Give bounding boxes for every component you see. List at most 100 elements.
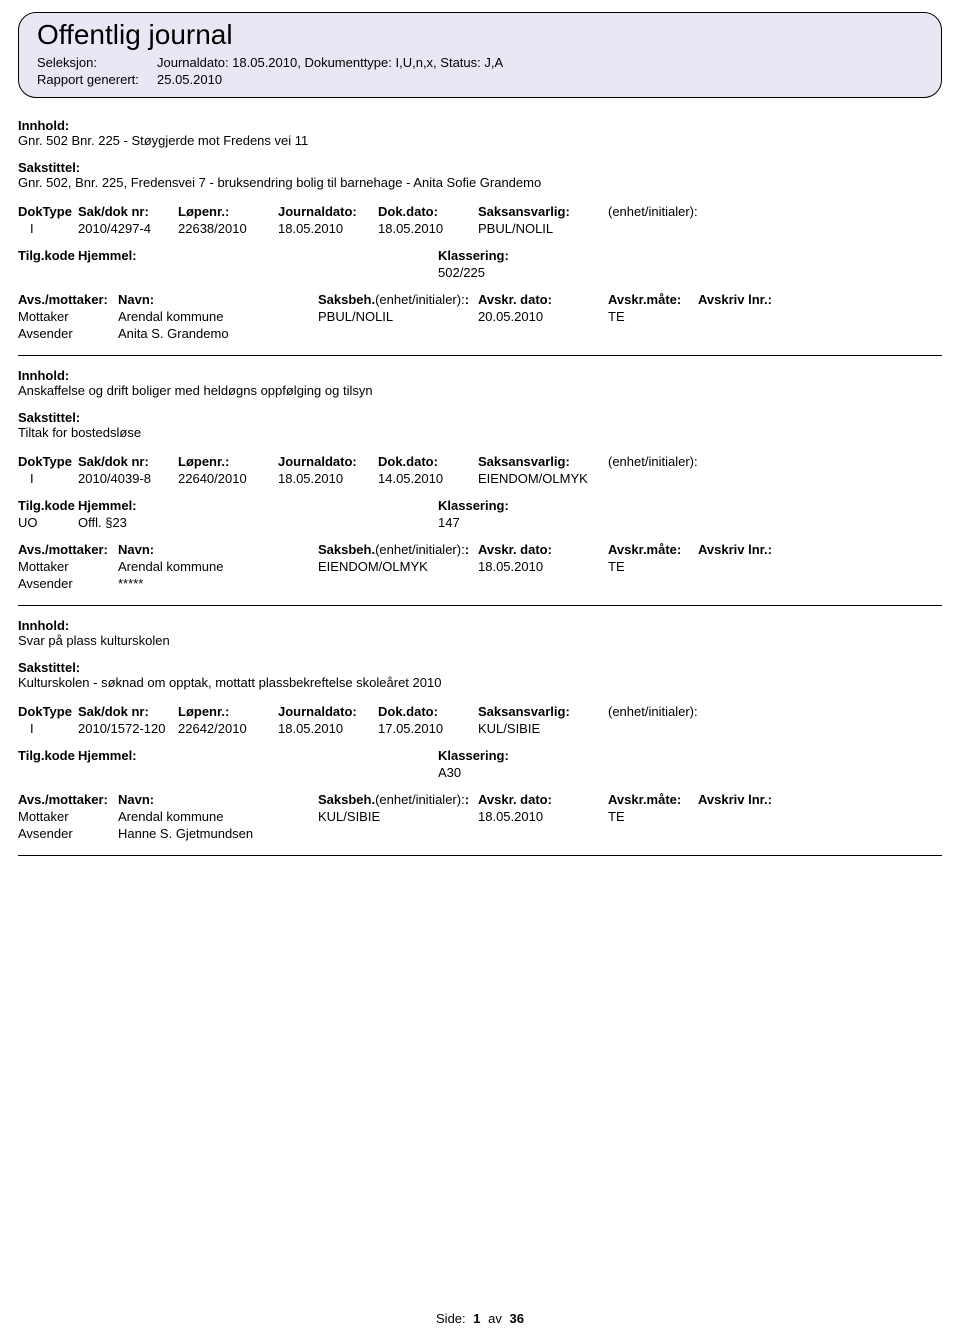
doktype-value: I: [18, 221, 78, 236]
avsender-label: Avsender: [18, 326, 118, 341]
doktype-value: I: [18, 721, 78, 736]
tilg-header-row: Tilg.kode Hjemmel: Klassering:: [18, 748, 942, 763]
dok-value-row: I 2010/1572-120 22642/2010 18.05.2010 17…: [18, 721, 942, 736]
journaldato-label: Journaldato:: [278, 454, 378, 469]
journaldato-value: 18.05.2010: [278, 471, 378, 486]
doktype-label: DokType: [18, 704, 78, 719]
tilgkode-value: UO: [18, 515, 78, 530]
header-box: Offentlig journal Seleksjon: Journaldato…: [18, 12, 942, 98]
saksbeh-label: Saksbeh.(enhet/initialer)::: [318, 292, 478, 307]
sakstittel-label: Sakstittel:: [18, 160, 942, 175]
lopenr-value: 22642/2010: [178, 721, 278, 736]
klassering-label: Klassering:: [438, 498, 758, 513]
innhold-label: Innhold:: [18, 368, 88, 383]
tilgkode-label: Tilg.kode: [18, 248, 78, 263]
header-seleksjon-row: Seleksjon: Journaldato: 18.05.2010, Doku…: [37, 55, 923, 70]
hjemmel-label: Hjemmel:: [78, 498, 438, 513]
avskrdato-label: Avskr. dato:: [478, 542, 608, 557]
hjemmel-label: Hjemmel:: [78, 248, 438, 263]
lopenr-label: Løpenr.:: [178, 704, 278, 719]
rapport-value: 25.05.2010: [157, 72, 222, 87]
avsender-navn: *****: [118, 576, 318, 591]
lopenr-value: 22638/2010: [178, 221, 278, 236]
header-rapport-row: Rapport generert: 25.05.2010: [37, 72, 923, 87]
avsender-label: Avsender: [18, 826, 118, 841]
sakstittel-text: Kulturskolen - søknad om opptak, mottatt…: [18, 675, 942, 690]
avs-header-row: Avs./mottaker: Navn: Saksbeh.(enhet/init…: [18, 292, 942, 307]
avsender-navn: Anita S. Grandemo: [118, 326, 318, 341]
enhet-label: (enhet/initialer):: [608, 454, 728, 469]
saksansvarlig-label: Saksansvarlig:: [478, 454, 608, 469]
journaldato-label: Journaldato:: [278, 204, 378, 219]
tilg-value-row: 502/225: [18, 265, 942, 280]
content: Innhold: Gnr. 502 Bnr. 225 - Støygjerde …: [0, 106, 960, 856]
klassering-label: Klassering:: [438, 248, 758, 263]
lopenr-label: Løpenr.:: [178, 204, 278, 219]
avskrmate-label: Avskr.måte:: [608, 542, 698, 557]
avskrivlnr-label: Avskriv lnr.:: [698, 792, 798, 807]
dokdato-label: Dok.dato:: [378, 704, 478, 719]
hjemmel-value: [78, 265, 438, 280]
mottaker-row: Mottaker Arendal kommune PBUL/NOLIL 20.0…: [18, 309, 942, 324]
avskrdato-value: 18.05.2010: [478, 809, 608, 824]
tilg-value-row: UO Offl. §23 147: [18, 515, 942, 530]
lopenr-value: 22640/2010: [178, 471, 278, 486]
saksbeh-label: Saksbeh.(enhet/initialer)::: [318, 792, 478, 807]
enhet-label: (enhet/initialer):: [608, 704, 728, 719]
doktype-label: DokType: [18, 454, 78, 469]
dokdato-label: Dok.dato:: [378, 454, 478, 469]
seleksjon-value: Journaldato: 18.05.2010, Dokumenttype: I…: [157, 55, 503, 70]
dokdato-value: 17.05.2010: [378, 721, 478, 736]
mottaker-label: Mottaker: [18, 809, 118, 824]
page-total: 36: [510, 1311, 524, 1326]
avskrmate-label: Avskr.måte:: [608, 292, 698, 307]
dok-value-row: I 2010/4039-8 22640/2010 18.05.2010 14.0…: [18, 471, 942, 486]
avs-header-row: Avs./mottaker: Navn: Saksbeh.(enhet/init…: [18, 792, 942, 807]
saksansvarlig-value: PBUL/NOLIL: [478, 221, 608, 236]
klassering-label: Klassering:: [438, 748, 758, 763]
saksbeh-value: EIENDOM/OLMYK: [318, 559, 478, 574]
hjemmel-label: Hjemmel:: [78, 748, 438, 763]
avsender-label: Avsender: [18, 576, 118, 591]
innhold-text: Anskaffelse og drift boliger med heldøgn…: [18, 383, 942, 398]
klassering-value: 502/225: [438, 265, 758, 280]
dokdato-label: Dok.dato:: [378, 204, 478, 219]
tilg-value-row: A30: [18, 765, 942, 780]
avsender-navn: Hanne S. Gjetmundsen: [118, 826, 318, 841]
lopenr-label: Løpenr.:: [178, 454, 278, 469]
avskrivlnr-label: Avskriv lnr.:: [698, 292, 798, 307]
tilgkode-value: [18, 765, 78, 780]
journaldato-label: Journaldato:: [278, 704, 378, 719]
hjemmel-value: Offl. §23: [78, 515, 438, 530]
navn-label: Navn:: [118, 292, 318, 307]
saksansvarlig-value: EIENDOM/OLMYK: [478, 471, 608, 486]
sakdok-label: Sak/dok nr:: [78, 204, 178, 219]
journal-entry: Innhold: Gnr. 502 Bnr. 225 - Støygjerde …: [18, 106, 942, 355]
hjemmel-value: [78, 765, 438, 780]
sakdok-label: Sak/dok nr:: [78, 454, 178, 469]
sakstittel-text: Gnr. 502, Bnr. 225, Fredensvei 7 - bruks…: [18, 175, 942, 190]
journaldato-value: 18.05.2010: [278, 721, 378, 736]
avskrdato-value: 18.05.2010: [478, 559, 608, 574]
dok-header-row: DokType Sak/dok nr: Løpenr.: Journaldato…: [18, 454, 942, 469]
innhold-label: Innhold:: [18, 118, 88, 133]
saksansvarlig-label: Saksansvarlig:: [478, 204, 608, 219]
mottaker-navn: Arendal kommune: [118, 559, 318, 574]
innhold-text: Svar på plass kulturskolen: [18, 633, 942, 648]
tilgkode-label: Tilg.kode: [18, 498, 78, 513]
innhold-text: Gnr. 502 Bnr. 225 - Støygjerde mot Frede…: [18, 133, 942, 148]
avskrmate-value: TE: [608, 559, 698, 574]
sakstittel-label: Sakstittel:: [18, 660, 942, 675]
footer: Side: 1 av 36: [0, 1311, 960, 1326]
journaldato-value: 18.05.2010: [278, 221, 378, 236]
doktype-value: I: [18, 471, 78, 486]
tilgkode-label: Tilg.kode: [18, 748, 78, 763]
avskrdato-value: 20.05.2010: [478, 309, 608, 324]
seleksjon-label: Seleksjon:: [37, 55, 157, 70]
mottaker-row: Mottaker Arendal kommune KUL/SIBIE 18.05…: [18, 809, 942, 824]
avsender-row: Avsender *****: [18, 576, 942, 591]
sakdok-label: Sak/dok nr:: [78, 704, 178, 719]
page-title: Offentlig journal: [37, 19, 923, 51]
mottaker-row: Mottaker Arendal kommune EIENDOM/OLMYK 1…: [18, 559, 942, 574]
klassering-value: A30: [438, 765, 758, 780]
